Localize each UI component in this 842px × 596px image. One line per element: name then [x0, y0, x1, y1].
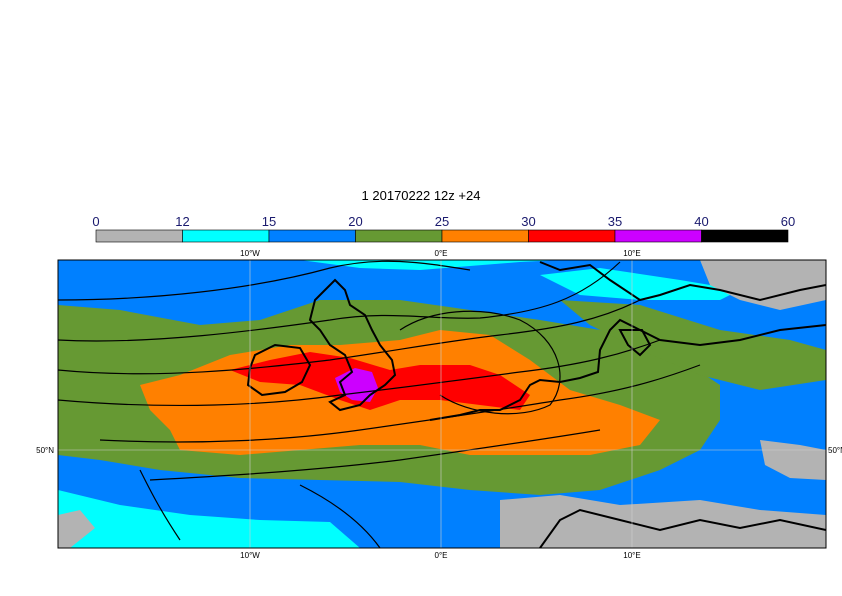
coast-denmark [618, 329, 652, 357]
legend-tick-label-2: 15 [262, 214, 276, 229]
coast-south [539, 508, 826, 548]
map-frame [57, 259, 827, 549]
field-grey-w [58, 510, 95, 548]
legend-tick-label-0: 0 [92, 214, 99, 229]
lon-top-label-3: 10°E [623, 249, 640, 258]
legend-tick-label-5: 30 [521, 214, 535, 229]
field-grey-se [500, 495, 826, 548]
legend-tick-label-6: 35 [608, 214, 622, 229]
graticule [58, 260, 826, 548]
field-grey-ne [700, 260, 826, 310]
coast-britain [308, 278, 397, 412]
coast-scandinavia [539, 261, 826, 302]
lon-bottom-label-3: 10°E [623, 551, 640, 560]
colour-legend: 0 12 15 20 25 30 35 40 60 [92, 214, 795, 243]
lat-left-label: 50°N [36, 446, 54, 455]
legend-tick-label-3: 20 [348, 214, 362, 229]
lon-bottom-label-2: 0°E [435, 551, 448, 560]
lon-top-label-1: 10°W [240, 249, 260, 258]
field-cyan-south [58, 490, 360, 548]
field-cyan-ne [540, 268, 740, 300]
lon-bottom-label-1: 10°W [240, 551, 260, 560]
legend-labels: 0 12 15 20 25 30 35 40 60 [92, 214, 795, 229]
coast-continent [429, 318, 826, 421]
legend-tick-label-1: 12 [175, 214, 189, 229]
lat-right-label: 50°N [828, 446, 842, 455]
coast-ireland [246, 343, 312, 397]
legend-tick-label-4: 25 [435, 214, 449, 229]
legend-tick-label-8: 60 [781, 214, 795, 229]
coastlines [246, 261, 826, 548]
legend-tick-label-7: 40 [694, 214, 708, 229]
lon-top-label-2: 0°E [435, 249, 448, 258]
map-title: 1 20170222 12z +24 [361, 188, 481, 203]
map-field [58, 260, 826, 548]
legend-box-7 [701, 229, 789, 243]
field-red [230, 352, 530, 410]
legend-boxes [95, 229, 789, 243]
